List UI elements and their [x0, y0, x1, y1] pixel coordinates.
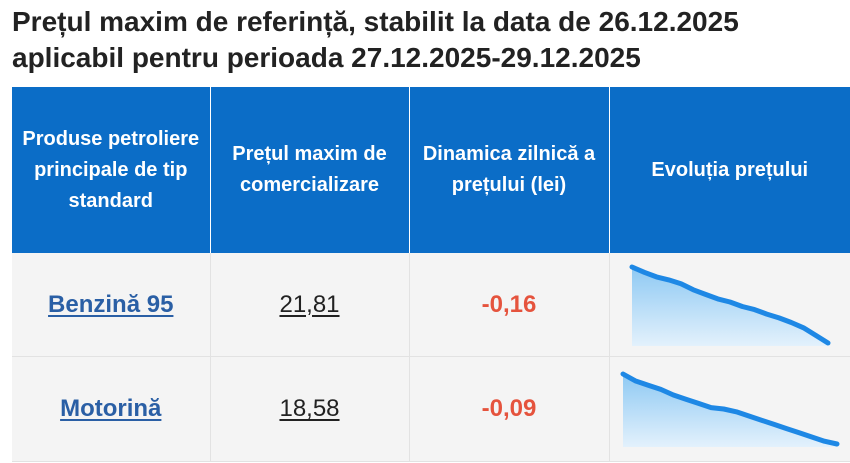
sparkline-line	[620, 371, 840, 447]
evolution-cell	[609, 356, 850, 462]
product-cell: Benzină 95	[12, 253, 211, 357]
sparkline-line	[629, 264, 831, 345]
product-link-benzina-95[interactable]: Benzină 95	[48, 290, 174, 318]
max-price-value[interactable]: 18,58	[279, 395, 340, 422]
price-trend-sparkline[interactable]	[629, 264, 831, 346]
column-header-daily-dynamic: Dinamica zilnică a prețului (lei)	[409, 87, 610, 253]
column-header-product: Produse petroliere principale de tip sta…	[12, 87, 211, 253]
dynamic-cell: -0,09	[409, 356, 610, 462]
column-header-evolution: Evoluția prețului	[609, 87, 850, 253]
fuel-prices-table: Produse petroliere principale de tip sta…	[12, 87, 850, 462]
product-cell: Motorină	[12, 356, 211, 462]
product-link-motorina[interactable]: Motorină	[60, 395, 162, 422]
price-cell: 21,81	[210, 253, 410, 357]
table-row: Benzină 95 21,81 -0,16	[12, 253, 850, 357]
max-price-value[interactable]: 21,81	[279, 290, 340, 318]
page-title-line-2: aplicabil pentru perioada 27.12.2025-29.…	[12, 42, 641, 73]
page-title-line-1: Prețul maxim de referință, stabilit la d…	[12, 6, 739, 37]
column-header-max-price: Prețul maxim de comercializare	[210, 87, 410, 253]
sparkline-area	[631, 266, 828, 346]
daily-dynamic-value: -0,09	[481, 395, 537, 422]
table-header-row: Produse petroliere principale de tip sta…	[12, 87, 850, 253]
daily-dynamic-value: -0,16	[481, 290, 537, 318]
evolution-cell	[609, 253, 850, 357]
page-title: Prețul maxim de referință, stabilit la d…	[12, 4, 842, 76]
price-trend-sparkline[interactable]	[620, 371, 840, 447]
price-cell: 18,58	[210, 356, 410, 462]
dynamic-cell: -0,16	[409, 253, 610, 357]
table-row: Motorină 18,58 -0,09	[12, 356, 850, 462]
